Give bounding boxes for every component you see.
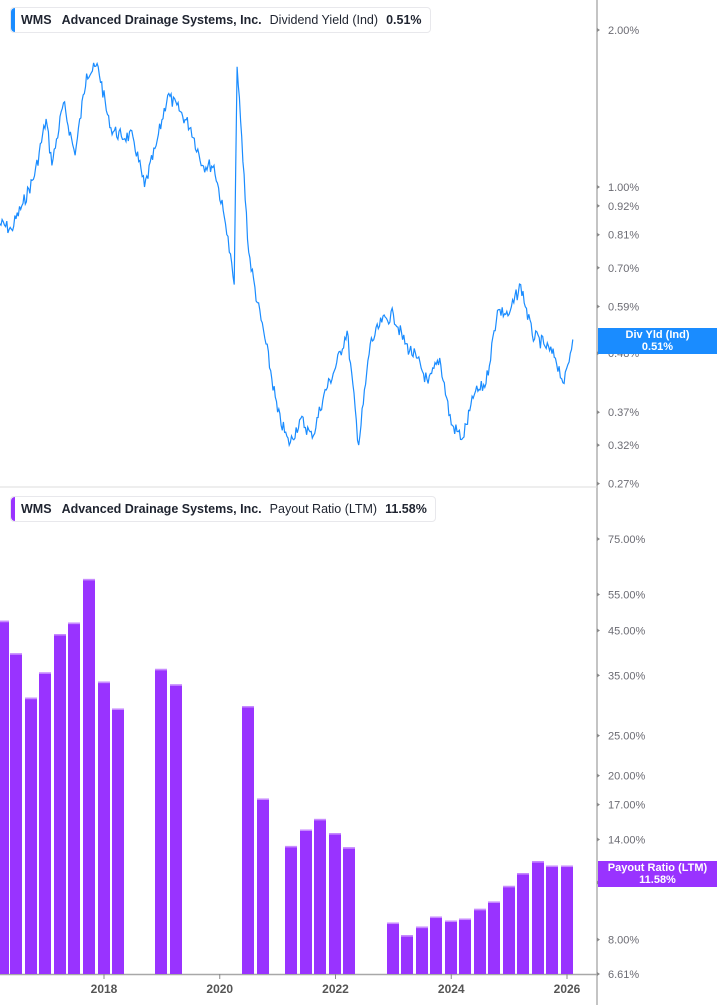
svg-text:2024: 2024	[438, 982, 465, 996]
company-name: Advanced Drainage Systems, Inc.	[61, 502, 262, 516]
svg-text:75.00%: 75.00%	[608, 534, 646, 546]
svg-text:25.00%: 25.00%	[608, 731, 646, 743]
svg-text:0.92%: 0.92%	[608, 201, 639, 213]
svg-text:2018: 2018	[91, 982, 118, 996]
payout-bar[interactable]	[329, 833, 341, 974]
payout-bar[interactable]	[285, 845, 297, 974]
payout-bar[interactable]	[416, 926, 428, 974]
payout-bar[interactable]	[39, 672, 51, 974]
badge-value: 0.51%	[641, 341, 674, 353]
payout-bar[interactable]	[546, 865, 558, 974]
payout-bar[interactable]	[0, 620, 9, 974]
ticker-symbol: WMS	[21, 502, 52, 516]
payout-bar[interactable]	[155, 668, 167, 974]
payout-bar[interactable]	[83, 578, 95, 974]
payout-bar[interactable]	[401, 935, 413, 974]
metric-value: 11.58%	[385, 502, 427, 516]
payout-bar[interactable]	[242, 706, 254, 974]
svg-text:2026: 2026	[554, 982, 581, 996]
svg-text:0.59%: 0.59%	[608, 302, 639, 314]
metric-name: Payout Ratio (LTM)	[269, 502, 378, 516]
payout-bar[interactable]	[343, 847, 355, 974]
company-name: Advanced Drainage Systems, Inc.	[61, 13, 262, 27]
svg-text:0.37%: 0.37%	[608, 407, 639, 419]
payout-bar[interactable]	[561, 865, 573, 974]
payout-bar[interactable]	[488, 901, 500, 974]
svg-text:2.00%: 2.00%	[608, 25, 639, 37]
bottom-y-axis-ticks: 75.00% 55.00% 45.00% 35.00% 25.00% 20.00% 17.0…	[597, 534, 646, 981]
payout-bar[interactable]	[170, 684, 182, 974]
payout-ratio-legend[interactable]: WMS Advanced Drainage Systems, Inc. Payo…	[10, 496, 436, 522]
payout-bar[interactable]	[459, 918, 471, 974]
svg-text:0.70%: 0.70%	[608, 263, 639, 275]
svg-text:0.32%: 0.32%	[608, 440, 639, 452]
svg-text:35.00%: 35.00%	[608, 670, 646, 682]
metric-name: Dividend Yield (Ind)	[269, 13, 379, 27]
payout-ratio-badge: Payout Ratio (LTM) 11.58%	[598, 861, 717, 887]
payout-bar[interactable]	[257, 798, 269, 974]
payout-bar[interactable]	[300, 829, 312, 974]
payout-bar[interactable]	[532, 861, 544, 974]
badge-label: Payout Ratio (LTM)	[607, 862, 708, 874]
payout-bar[interactable]	[314, 818, 326, 974]
ticker-symbol: WMS	[21, 13, 52, 27]
payout-bar[interactable]	[10, 653, 22, 974]
metric-value: 0.51%	[386, 13, 422, 27]
payout-bar[interactable]	[503, 885, 515, 974]
x-axis-ticks: 2018 2020 2022 2024 2026	[91, 974, 581, 996]
payout-bar[interactable]	[517, 873, 529, 974]
payout-bar[interactable]	[25, 697, 37, 974]
svg-text:0.27%: 0.27%	[608, 479, 639, 491]
svg-text:45.00%: 45.00%	[608, 625, 646, 637]
svg-text:1.00%: 1.00%	[608, 182, 639, 194]
legend-color-marker	[11, 497, 15, 521]
payout-bar[interactable]	[474, 908, 486, 974]
dividend-yield-line[interactable]	[0, 61, 574, 448]
badge-value: 11.58%	[639, 874, 676, 886]
svg-text:14.00%: 14.00%	[608, 834, 646, 846]
svg-text:6.61%: 6.61%	[608, 969, 639, 981]
payout-bar[interactable]	[68, 622, 80, 974]
top-y-axis-ticks: 2.00%1.00%0.92%0.81%0.70%0.59%0.48%0.37%…	[597, 25, 639, 491]
svg-text:20.00%: 20.00%	[608, 771, 646, 783]
svg-text:2022: 2022	[322, 982, 349, 996]
svg-text:17.00%: 17.00%	[608, 800, 646, 812]
payout-bar[interactable]	[112, 708, 124, 974]
payout-bar[interactable]	[430, 916, 442, 974]
payout-ratio-bars[interactable]	[0, 578, 573, 974]
payout-bar[interactable]	[387, 922, 399, 974]
legend-color-marker	[11, 8, 15, 32]
payout-bar[interactable]	[98, 681, 110, 974]
payout-bar[interactable]	[54, 634, 66, 974]
payout-bar[interactable]	[445, 920, 457, 974]
dividend-yield-badge: Div Yld (Ind) 0.51%	[598, 328, 717, 354]
svg-text:0.81%: 0.81%	[608, 230, 639, 242]
svg-text:2020: 2020	[206, 982, 233, 996]
svg-text:55.00%: 55.00%	[608, 590, 646, 602]
badge-label: Div Yld (Ind)	[625, 329, 690, 341]
dividend-yield-legend[interactable]: WMS Advanced Drainage Systems, Inc. Divi…	[10, 7, 431, 33]
svg-text:8.00%: 8.00%	[608, 935, 639, 947]
